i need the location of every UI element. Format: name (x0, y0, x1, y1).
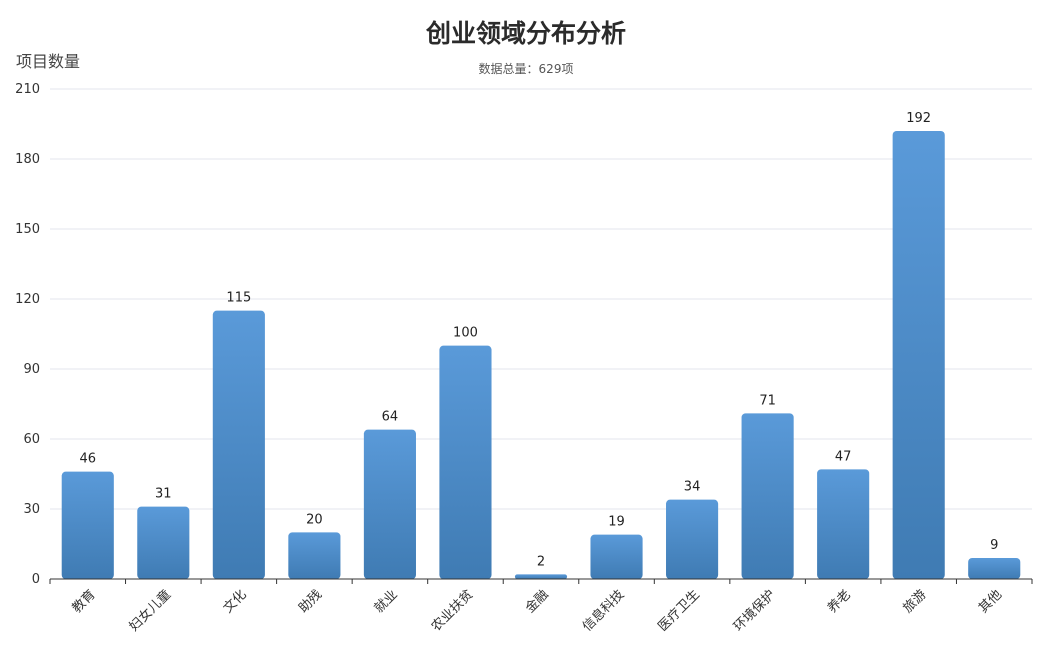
data-label: 20 (306, 512, 323, 527)
bar (61, 471, 114, 579)
data-label: 115 (226, 291, 251, 306)
bar (288, 532, 341, 579)
y-tick-label: 90 (23, 362, 40, 377)
bars (61, 131, 1021, 579)
y-axis-label: 项目数量 (16, 52, 80, 71)
bar (137, 506, 190, 579)
x-tick-label: 文化 (221, 587, 250, 616)
y-tick-label: 150 (15, 222, 40, 237)
bar (514, 574, 568, 579)
bar (741, 413, 794, 579)
y-tick-label: 60 (23, 432, 40, 447)
data-label: 64 (382, 410, 399, 425)
x-axis-ticks: 教育 妇女儿童 文化 助残 就业 农业扶贫 金融 信息科技 医疗卫生 环境保护 养老 旅游 其他 (69, 587, 1005, 635)
y-tick-label: 210 (15, 82, 40, 97)
x-tick-label: 养老 (824, 587, 854, 617)
data-label: 100 (453, 326, 478, 341)
x-tick-label: 其他 (976, 587, 1005, 616)
y-tick-label: 180 (15, 152, 40, 167)
data-label: 46 (79, 452, 96, 467)
data-label: 31 (155, 487, 172, 502)
bar (363, 429, 416, 579)
x-tick-label: 农业扶贫 (428, 587, 476, 635)
x-tick-label: 就业 (372, 587, 401, 616)
data-label: 47 (835, 449, 852, 464)
x-axis (49, 578, 1033, 584)
data-label: 34 (684, 480, 701, 495)
x-tick-label: 医疗卫生 (656, 587, 703, 634)
data-label: 71 (759, 393, 776, 408)
y-tick-label: 0 (32, 572, 40, 587)
x-tick-label: 旅游 (901, 587, 930, 616)
data-label: 192 (906, 111, 931, 126)
x-tick-label: 信息科技 (579, 587, 627, 635)
gridlines (50, 88, 1032, 510)
x-tick-label: 金融 (522, 587, 552, 617)
data-labels: 46 31 115 20 64 100 2 19 34 71 47 192 9 (79, 111, 998, 569)
bar (212, 310, 265, 579)
bar (666, 499, 719, 579)
x-tick-label: 妇女儿童 (126, 587, 174, 635)
x-tick-label: 助残 (296, 587, 325, 616)
x-tick-label: 环境保护 (731, 587, 778, 634)
y-tick-label: 30 (23, 502, 40, 517)
data-label: 2 (537, 554, 545, 569)
y-tick-label: 120 (15, 292, 40, 307)
y-axis-ticks: 0 30 60 90 120 150 180 210 (15, 82, 40, 587)
chart-subtitle: 数据总量：629项 (479, 61, 574, 76)
data-label: 19 (608, 515, 625, 530)
bar (439, 345, 492, 579)
bar (590, 534, 643, 579)
bar (892, 131, 945, 579)
bar (968, 558, 1021, 579)
chart-title: 创业领域分布分析 (425, 19, 626, 48)
x-tick-label: 教育 (69, 587, 99, 617)
bar (817, 469, 870, 579)
data-label: 9 (990, 538, 998, 553)
